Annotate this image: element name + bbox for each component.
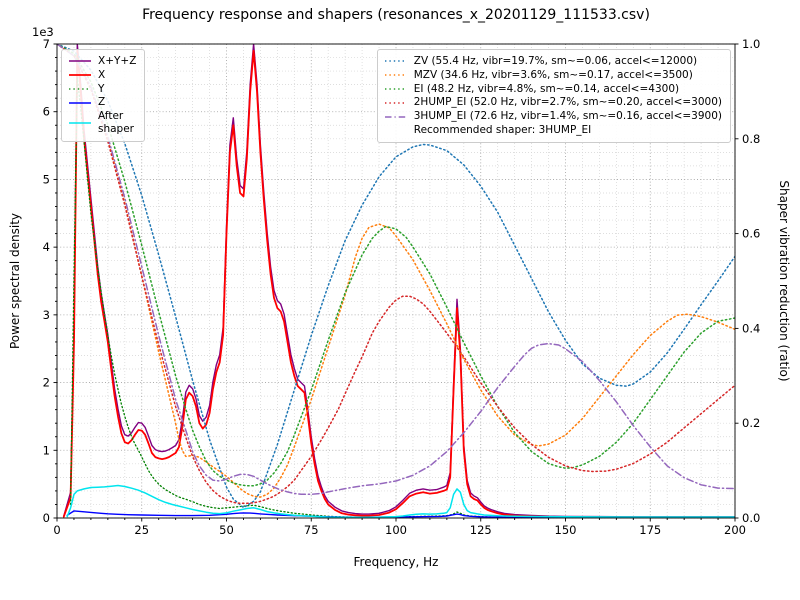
legend-item-3hump_ei: 3HUMP_EI (72.6 Hz, vibr=1.4%, sm~=0.16, … [384,110,722,123]
legend-label-y: Y [98,82,105,95]
legend-item-recommendation: Recommended shaper: 3HUMP_EI [384,124,722,137]
legend-swatch-MZV [384,74,407,76]
legend-item-x: X [68,69,136,82]
legend-swatch-Z [69,102,91,104]
y-axis-label-right: Shaper vibration reduction (ratio) [777,180,791,382]
svg-text:0.4: 0.4 [742,321,760,335]
legend-item-mzv: MZV (34.6 Hz, vibr=3.6%, sm~=0.17, accel… [384,69,722,82]
legend-label-x+y+z: X+Y+Z [98,55,137,67]
legend-item-zv: ZV (55.4 Hz, vibr=19.7%, sm~=0.06, accel… [384,55,722,68]
svg-text:6: 6 [43,105,50,119]
svg-text:5: 5 [43,172,50,186]
legend-label-recommendation: Recommended shaper: 3HUMP_EI [413,123,592,136]
shaper-curve-MZV [57,44,735,498]
shaper-curve-EI [57,44,735,487]
shaper-curve-3HUMP_EI [57,44,735,496]
legend-label-mzv: MZV (34.6 Hz, vibr=3.6%, sm~=0.17, accel… [413,68,693,81]
svg-text:2: 2 [43,376,50,390]
legend-label-3hump_ei: 3HUMP_EI (72.6 Hz, vibr=1.4%, sm~=0.16, … [413,110,722,123]
svg-text:100: 100 [385,523,407,537]
psd-curve-After shaper [66,484,735,518]
psd-curve-X [62,49,735,518]
legend-label-x: X [98,68,106,81]
legend-swatch-Y [69,88,91,90]
legend-item-after-shaper: After shaper [68,110,136,136]
legend-swatch-3HUMP_EI [384,115,407,118]
shaper-curve-ZV [57,44,735,509]
svg-text:7: 7 [43,37,50,51]
svg-text:1: 1 [43,443,50,457]
y-axis-label-left: Power spectral density [8,212,22,350]
svg-text:0.6: 0.6 [742,227,760,241]
svg-text:175: 175 [639,523,661,537]
svg-text:4: 4 [43,240,50,254]
legend-shapers: ZV (55.4 Hz, vibr=19.7%, sm~=0.06, accel… [376,49,731,143]
legend-label-ei: EI (48.2 Hz, vibr=4.8%, sm~=0.14, accel<… [413,82,680,95]
legend-swatch-empty [384,124,408,136]
svg-text:0: 0 [43,511,50,525]
legend-swatch-ZV [384,60,407,63]
legend-psd: X+Y+Z X Y Z After shaper [61,49,146,142]
legend-label-2hump_ei: 2HUMP_EI (52.0 Hz, vibr=2.7%, sm~=0.20, … [413,96,722,109]
svg-text:0.2: 0.2 [742,416,760,430]
legend-label-after-shaper: After shaper [98,110,135,135]
svg-text:0: 0 [53,523,60,537]
legend-item-ei: EI (48.2 Hz, vibr=4.8%, sm~=0.14, accel<… [384,83,722,96]
legend-item-2hump_ei: 2HUMP_EI (52.0 Hz, vibr=2.7%, sm~=0.20, … [384,96,722,109]
x-axis-label: Frequency, Hz [353,555,439,569]
svg-text:75: 75 [304,523,319,537]
legend-item-x+y+z: X+Y+Z [68,55,136,68]
legend-swatch-EI [384,88,407,90]
svg-text:1.0: 1.0 [742,37,760,51]
svg-text:200: 200 [724,523,746,537]
svg-text:150: 150 [555,523,577,537]
legend-label-z: Z [98,96,106,109]
psd-curve-Y [69,77,735,518]
shaper-curve-2HUMP_EI [57,44,735,505]
tick-labels: 0 25 50 75 100 125 150 175 200 0 1 2 3 4 5 6 7 0.0 0.2 0.4 0… [43,37,761,537]
svg-text:3: 3 [43,308,50,322]
legend-item-y: Y [68,83,136,96]
svg-text:25: 25 [134,523,149,537]
chart-title: Frequency response and shapers (resonanc… [142,7,650,23]
svg-text:0.0: 0.0 [742,511,760,525]
legend-swatch-2HUMP_EI [384,101,407,104]
legend-label-zv: ZV (55.4 Hz, vibr=19.7%, sm~=0.06, accel… [413,55,698,67]
axis-ticks [53,43,739,522]
legend-swatch-X+Y+Z [69,60,91,63]
legend-item-z: Z [68,96,136,109]
y-axis-offset-label: 1e3 [32,25,54,39]
svg-text:0.8: 0.8 [742,132,760,146]
svg-text:125: 125 [470,523,492,537]
legend-swatch-X [69,74,91,77]
legend-swatch-After shaper [69,122,91,124]
svg-text:50: 50 [219,523,234,537]
